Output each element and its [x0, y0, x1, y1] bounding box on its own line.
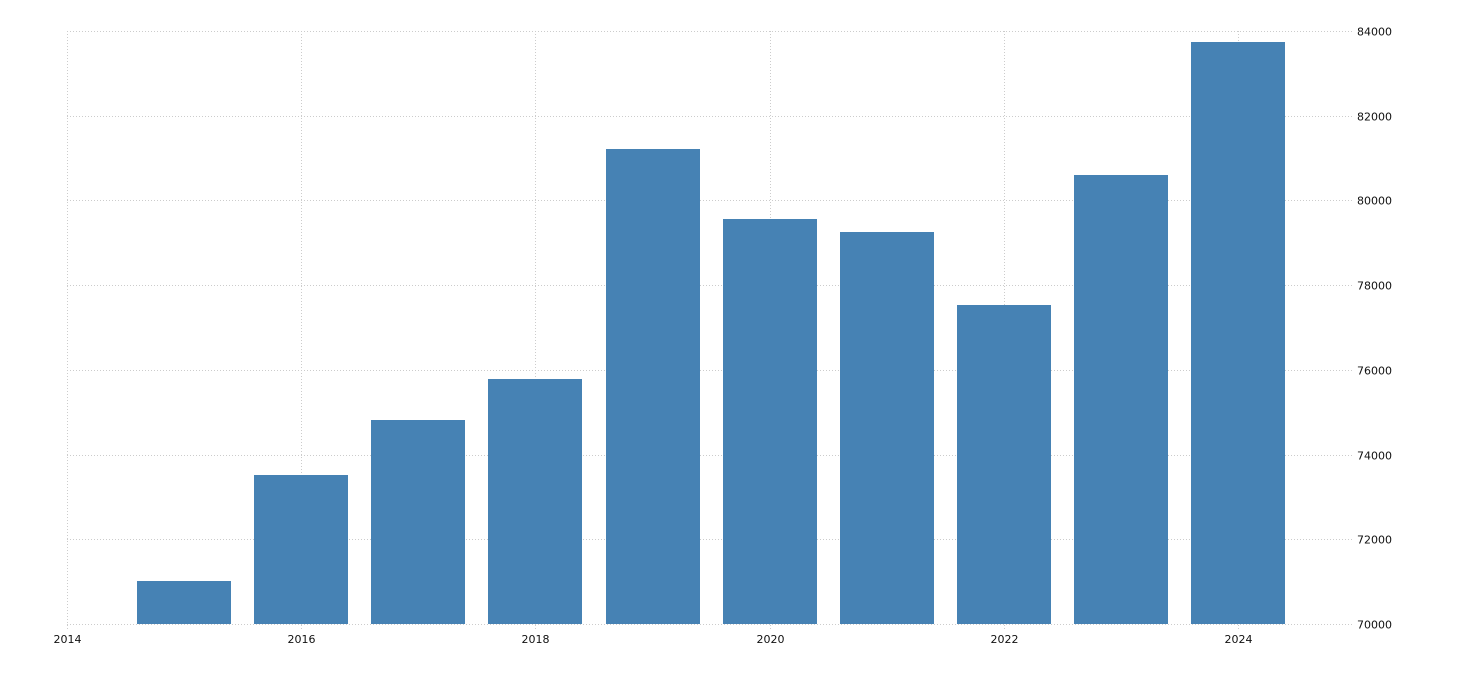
- bar-2018[interactable]: 2018: 75785: [488, 379, 582, 624]
- y-tick-label: 76000: [1357, 365, 1392, 378]
- y-tick-label: 84000: [1357, 26, 1392, 39]
- x-tick-label: 2018: [522, 633, 550, 646]
- bar-2022[interactable]: 2022: 77530: [957, 305, 1051, 624]
- y-tick-label: 80000: [1357, 195, 1392, 208]
- bar-2019[interactable]: 2019: 81215: [606, 149, 700, 624]
- bar-series: 2015: 71015 2016: 735202017: 748152018: 7…: [137, 42, 1285, 624]
- x-tick-label: 2024: [1225, 633, 1253, 646]
- bar-2023[interactable]: 2023: 80600: [1074, 175, 1168, 624]
- x-tick-label: 2016: [288, 633, 316, 646]
- y-tick-label: 74000: [1357, 450, 1392, 463]
- x-tick-label: 2014: [54, 633, 82, 646]
- x-tick-label: 2020: [757, 633, 785, 646]
- bar-2021[interactable]: 2021: 79255: [840, 232, 934, 624]
- bar-2020[interactable]: 2020: 79560: [723, 219, 817, 624]
- y-tick-label: 72000: [1357, 534, 1392, 547]
- y-tick-label: 78000: [1357, 280, 1392, 293]
- bar-2015[interactable]: 2015: 71015: [137, 581, 231, 624]
- x-tick-label: 2022: [991, 633, 1019, 646]
- bar-2016[interactable]: 2016: 73520: [254, 475, 348, 624]
- bar-2024[interactable]: 2024: 83740: [1191, 42, 1285, 624]
- y-axis: 70000 72000 74000 76000 78000 80000 82000 84000: [1357, 26, 1392, 632]
- x-axis: 2014 2016 2018 2020 2022 2024: [54, 633, 1253, 646]
- y-tick-label: 70000: [1357, 619, 1392, 632]
- y-tick-label: 82000: [1357, 111, 1392, 124]
- bar-2017[interactable]: 2017: 74815: [371, 420, 465, 624]
